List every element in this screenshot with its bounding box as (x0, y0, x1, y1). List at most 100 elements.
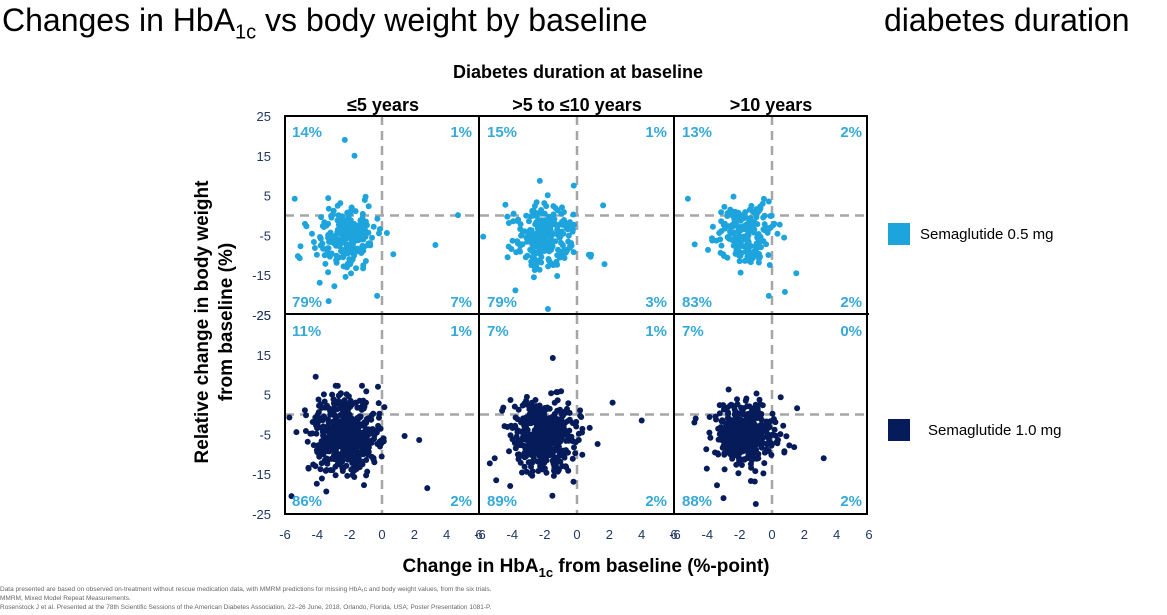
data-point (332, 382, 339, 389)
y-tick-label: 25 (257, 109, 271, 124)
data-point (375, 383, 381, 390)
data-point (354, 245, 361, 252)
x-tick-label: 2 (801, 527, 808, 542)
data-point (330, 427, 337, 434)
data-point (324, 250, 331, 256)
y-tick-label: 15 (257, 149, 271, 164)
data-point (302, 428, 309, 434)
data-point (733, 426, 740, 433)
data-point (349, 401, 355, 408)
data-point (523, 414, 530, 421)
data-point (760, 470, 767, 477)
data-point (761, 460, 768, 467)
data-point (749, 221, 756, 228)
data-point (573, 418, 580, 425)
data-point (554, 423, 561, 430)
data-point (341, 237, 348, 244)
data-point (357, 217, 364, 224)
data-point (320, 391, 327, 398)
data-point (753, 455, 760, 462)
data-point (737, 227, 744, 234)
data-point (302, 220, 308, 227)
data-point (351, 238, 358, 245)
data-point (781, 448, 788, 455)
data-point (500, 404, 507, 411)
data-point (486, 460, 493, 467)
data-point (705, 246, 711, 253)
data-point (363, 222, 370, 229)
quadrant-label: 0% (840, 323, 862, 340)
data-point (773, 438, 780, 445)
data-point (342, 273, 349, 280)
quadrant-label: 79% (292, 294, 322, 311)
data-point (781, 234, 788, 241)
data-point (518, 232, 525, 239)
data-point (724, 415, 731, 422)
data-point (565, 433, 572, 440)
data-point (369, 234, 375, 241)
data-point (325, 205, 332, 212)
data-point (323, 488, 330, 495)
data-point (507, 483, 514, 489)
data-point (297, 243, 304, 250)
x-tick-label: 0 (573, 527, 580, 542)
column-title: ≤5 years (347, 95, 419, 115)
data-point (304, 438, 311, 445)
data-point (575, 437, 582, 443)
data-point (753, 390, 760, 397)
data-point (335, 212, 342, 219)
data-point (743, 425, 750, 432)
data-point (528, 239, 535, 246)
data-point (367, 242, 374, 249)
data-point (765, 435, 772, 442)
data-point (525, 436, 532, 443)
data-point (794, 405, 801, 412)
data-point (325, 269, 332, 276)
data-point (554, 468, 561, 475)
data-point (742, 397, 749, 404)
data-point (559, 242, 566, 249)
data-point (735, 470, 742, 477)
data-point (759, 200, 766, 207)
data-point (791, 444, 798, 451)
data-point (744, 430, 751, 437)
data-point (551, 411, 558, 417)
data-point (317, 466, 324, 473)
data-point (340, 254, 347, 261)
data-point (318, 447, 325, 454)
data-point (329, 418, 336, 425)
data-point (716, 402, 723, 409)
x-tick-label: 2 (606, 527, 613, 542)
data-point (722, 425, 729, 432)
data-point (505, 243, 512, 250)
data-point (345, 445, 352, 452)
data-point (368, 453, 375, 460)
data-point (774, 230, 781, 237)
data-point (769, 410, 776, 417)
data-point (547, 420, 554, 427)
data-point (565, 232, 572, 239)
data-point (751, 209, 758, 216)
data-point (538, 254, 545, 260)
data-point (737, 269, 744, 276)
data-point (521, 449, 528, 456)
y-tick-label: -25 (252, 507, 271, 522)
data-point (766, 225, 773, 232)
data-point (777, 394, 784, 401)
data-point (401, 433, 408, 439)
data-point (549, 355, 556, 361)
data-point (360, 247, 367, 254)
data-point (609, 399, 616, 406)
data-point (736, 457, 743, 464)
data-point (548, 447, 555, 454)
title-subscript: 1c (235, 21, 257, 44)
data-point (571, 221, 577, 228)
data-point (544, 192, 551, 199)
data-point (504, 213, 511, 220)
data-point (510, 210, 517, 217)
x-tick-label: 4 (443, 527, 450, 542)
quadrant-label: 86% (292, 493, 322, 510)
data-point (758, 417, 765, 424)
quadrant-label: 1% (645, 323, 667, 340)
data-point (776, 221, 783, 228)
